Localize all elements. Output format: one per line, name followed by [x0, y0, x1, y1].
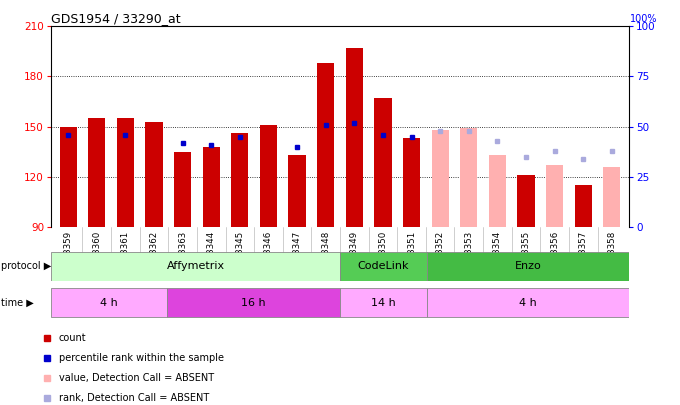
- Bar: [546, 165, 563, 227]
- Bar: [51, 252, 340, 281]
- Text: rank, Detection Call = ABSENT: rank, Detection Call = ABSENT: [58, 393, 209, 403]
- Bar: [340, 288, 427, 318]
- Text: GSM73349: GSM73349: [350, 231, 359, 278]
- Bar: [174, 151, 191, 227]
- Bar: [603, 167, 620, 227]
- Bar: [489, 155, 506, 227]
- Text: GSM73360: GSM73360: [92, 231, 101, 278]
- Bar: [575, 185, 592, 227]
- Text: Affymetrix: Affymetrix: [167, 261, 224, 271]
- Text: GSM73363: GSM73363: [178, 231, 187, 278]
- Bar: [374, 98, 392, 227]
- Bar: [427, 252, 629, 281]
- Bar: [88, 118, 105, 227]
- Text: GSM73356: GSM73356: [550, 231, 559, 278]
- Bar: [317, 63, 335, 227]
- Bar: [231, 133, 248, 227]
- Text: count: count: [58, 333, 86, 343]
- Bar: [403, 138, 420, 227]
- Bar: [51, 288, 167, 318]
- Text: GSM73351: GSM73351: [407, 231, 416, 278]
- Text: GSM73358: GSM73358: [607, 231, 616, 278]
- Bar: [117, 118, 134, 227]
- Bar: [427, 288, 629, 318]
- Bar: [203, 147, 220, 227]
- Text: GSM73354: GSM73354: [493, 231, 502, 278]
- Text: GSM73350: GSM73350: [379, 231, 388, 278]
- Text: GSM73353: GSM73353: [464, 231, 473, 278]
- Text: GSM73362: GSM73362: [150, 231, 158, 278]
- Text: 4 h: 4 h: [519, 298, 537, 308]
- Text: time ▶: time ▶: [1, 298, 34, 308]
- Bar: [60, 126, 77, 227]
- Text: GSM73352: GSM73352: [436, 231, 445, 278]
- Text: 4 h: 4 h: [100, 298, 118, 308]
- Bar: [167, 288, 340, 318]
- Text: GSM73359: GSM73359: [64, 231, 73, 278]
- Text: protocol ▶: protocol ▶: [1, 261, 52, 271]
- Bar: [345, 48, 363, 227]
- Bar: [146, 122, 163, 227]
- Text: GSM73347: GSM73347: [292, 231, 301, 278]
- Text: 16 h: 16 h: [241, 298, 266, 308]
- Bar: [260, 125, 277, 227]
- Text: GSM73355: GSM73355: [522, 231, 530, 278]
- Text: GSM73348: GSM73348: [321, 231, 330, 278]
- Bar: [517, 175, 534, 227]
- Text: 14 h: 14 h: [371, 298, 396, 308]
- Text: Enzo: Enzo: [515, 261, 541, 271]
- Bar: [288, 155, 306, 227]
- Text: GSM73357: GSM73357: [579, 231, 588, 278]
- Text: 100%: 100%: [630, 14, 657, 24]
- Bar: [460, 128, 477, 227]
- Text: CodeLink: CodeLink: [358, 261, 409, 271]
- Text: GSM73344: GSM73344: [207, 231, 216, 278]
- Bar: [340, 252, 427, 281]
- Text: GDS1954 / 33290_at: GDS1954 / 33290_at: [51, 12, 181, 25]
- Text: value, Detection Call = ABSENT: value, Detection Call = ABSENT: [58, 373, 214, 383]
- Bar: [432, 130, 449, 227]
- Text: percentile rank within the sample: percentile rank within the sample: [58, 353, 224, 363]
- Text: GSM73361: GSM73361: [121, 231, 130, 278]
- Text: GSM73346: GSM73346: [264, 231, 273, 278]
- Text: GSM73345: GSM73345: [235, 231, 244, 278]
